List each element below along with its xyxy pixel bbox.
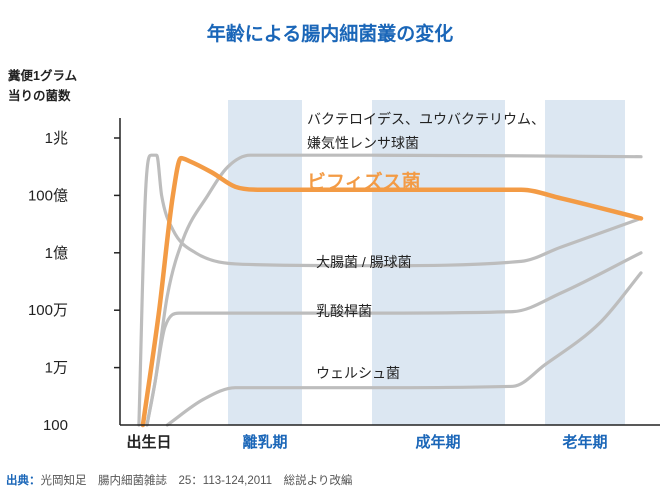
- stage-bands: [228, 100, 625, 425]
- source-label: 出典：: [6, 473, 41, 487]
- y-tick-label: 1兆: [45, 130, 68, 147]
- chart-title: 年齢による腸内細菌叢の変化: [207, 22, 453, 45]
- series-line-2: [137, 153, 643, 427]
- x-stage-label: 離乳期: [242, 433, 287, 451]
- y-tick-label: 1万: [45, 360, 68, 377]
- y-tick-label: 100万: [28, 302, 68, 319]
- series-annotation: ビフィズス菌: [307, 170, 421, 193]
- series-line-1: [140, 155, 644, 428]
- series-lines: [137, 153, 644, 428]
- x-stage-label: 出生日: [126, 433, 171, 451]
- source-text: 光岡知足 腸内細菌雑誌 25：113-124,2011 総説より改編: [41, 473, 353, 487]
- series-annotation: 嫌気性レンサ球菌: [307, 135, 419, 151]
- series-line-0: [145, 153, 643, 427]
- y-tick-label: 100億: [28, 187, 68, 204]
- series-annotation: 大腸菌 / 腸球菌: [316, 254, 412, 270]
- stage-band: [545, 100, 625, 425]
- x-stage-label: 老年期: [561, 433, 607, 451]
- series-line-3: [145, 251, 643, 427]
- x-stage-label: 成年期: [415, 433, 460, 451]
- y-axis-label: 糞便1グラム: [7, 68, 78, 83]
- series-annotation: 乳酸桿菌: [316, 303, 372, 319]
- source-note: 出典：光岡知足 腸内細菌雑誌 25：113-124,2011 総説より改編: [6, 473, 352, 487]
- series-annotation: バクテロイデス、ユウバクテリウム、: [307, 111, 545, 127]
- series-annotation: ウェルシュ菌: [316, 365, 400, 381]
- y-tick-label: 100: [43, 417, 68, 434]
- stage-band: [228, 100, 302, 425]
- y-axis-label: 当りの菌数: [8, 88, 71, 103]
- axes: [114, 118, 660, 426]
- series-line-4: [165, 271, 643, 427]
- y-tick-label: 1億: [45, 245, 68, 262]
